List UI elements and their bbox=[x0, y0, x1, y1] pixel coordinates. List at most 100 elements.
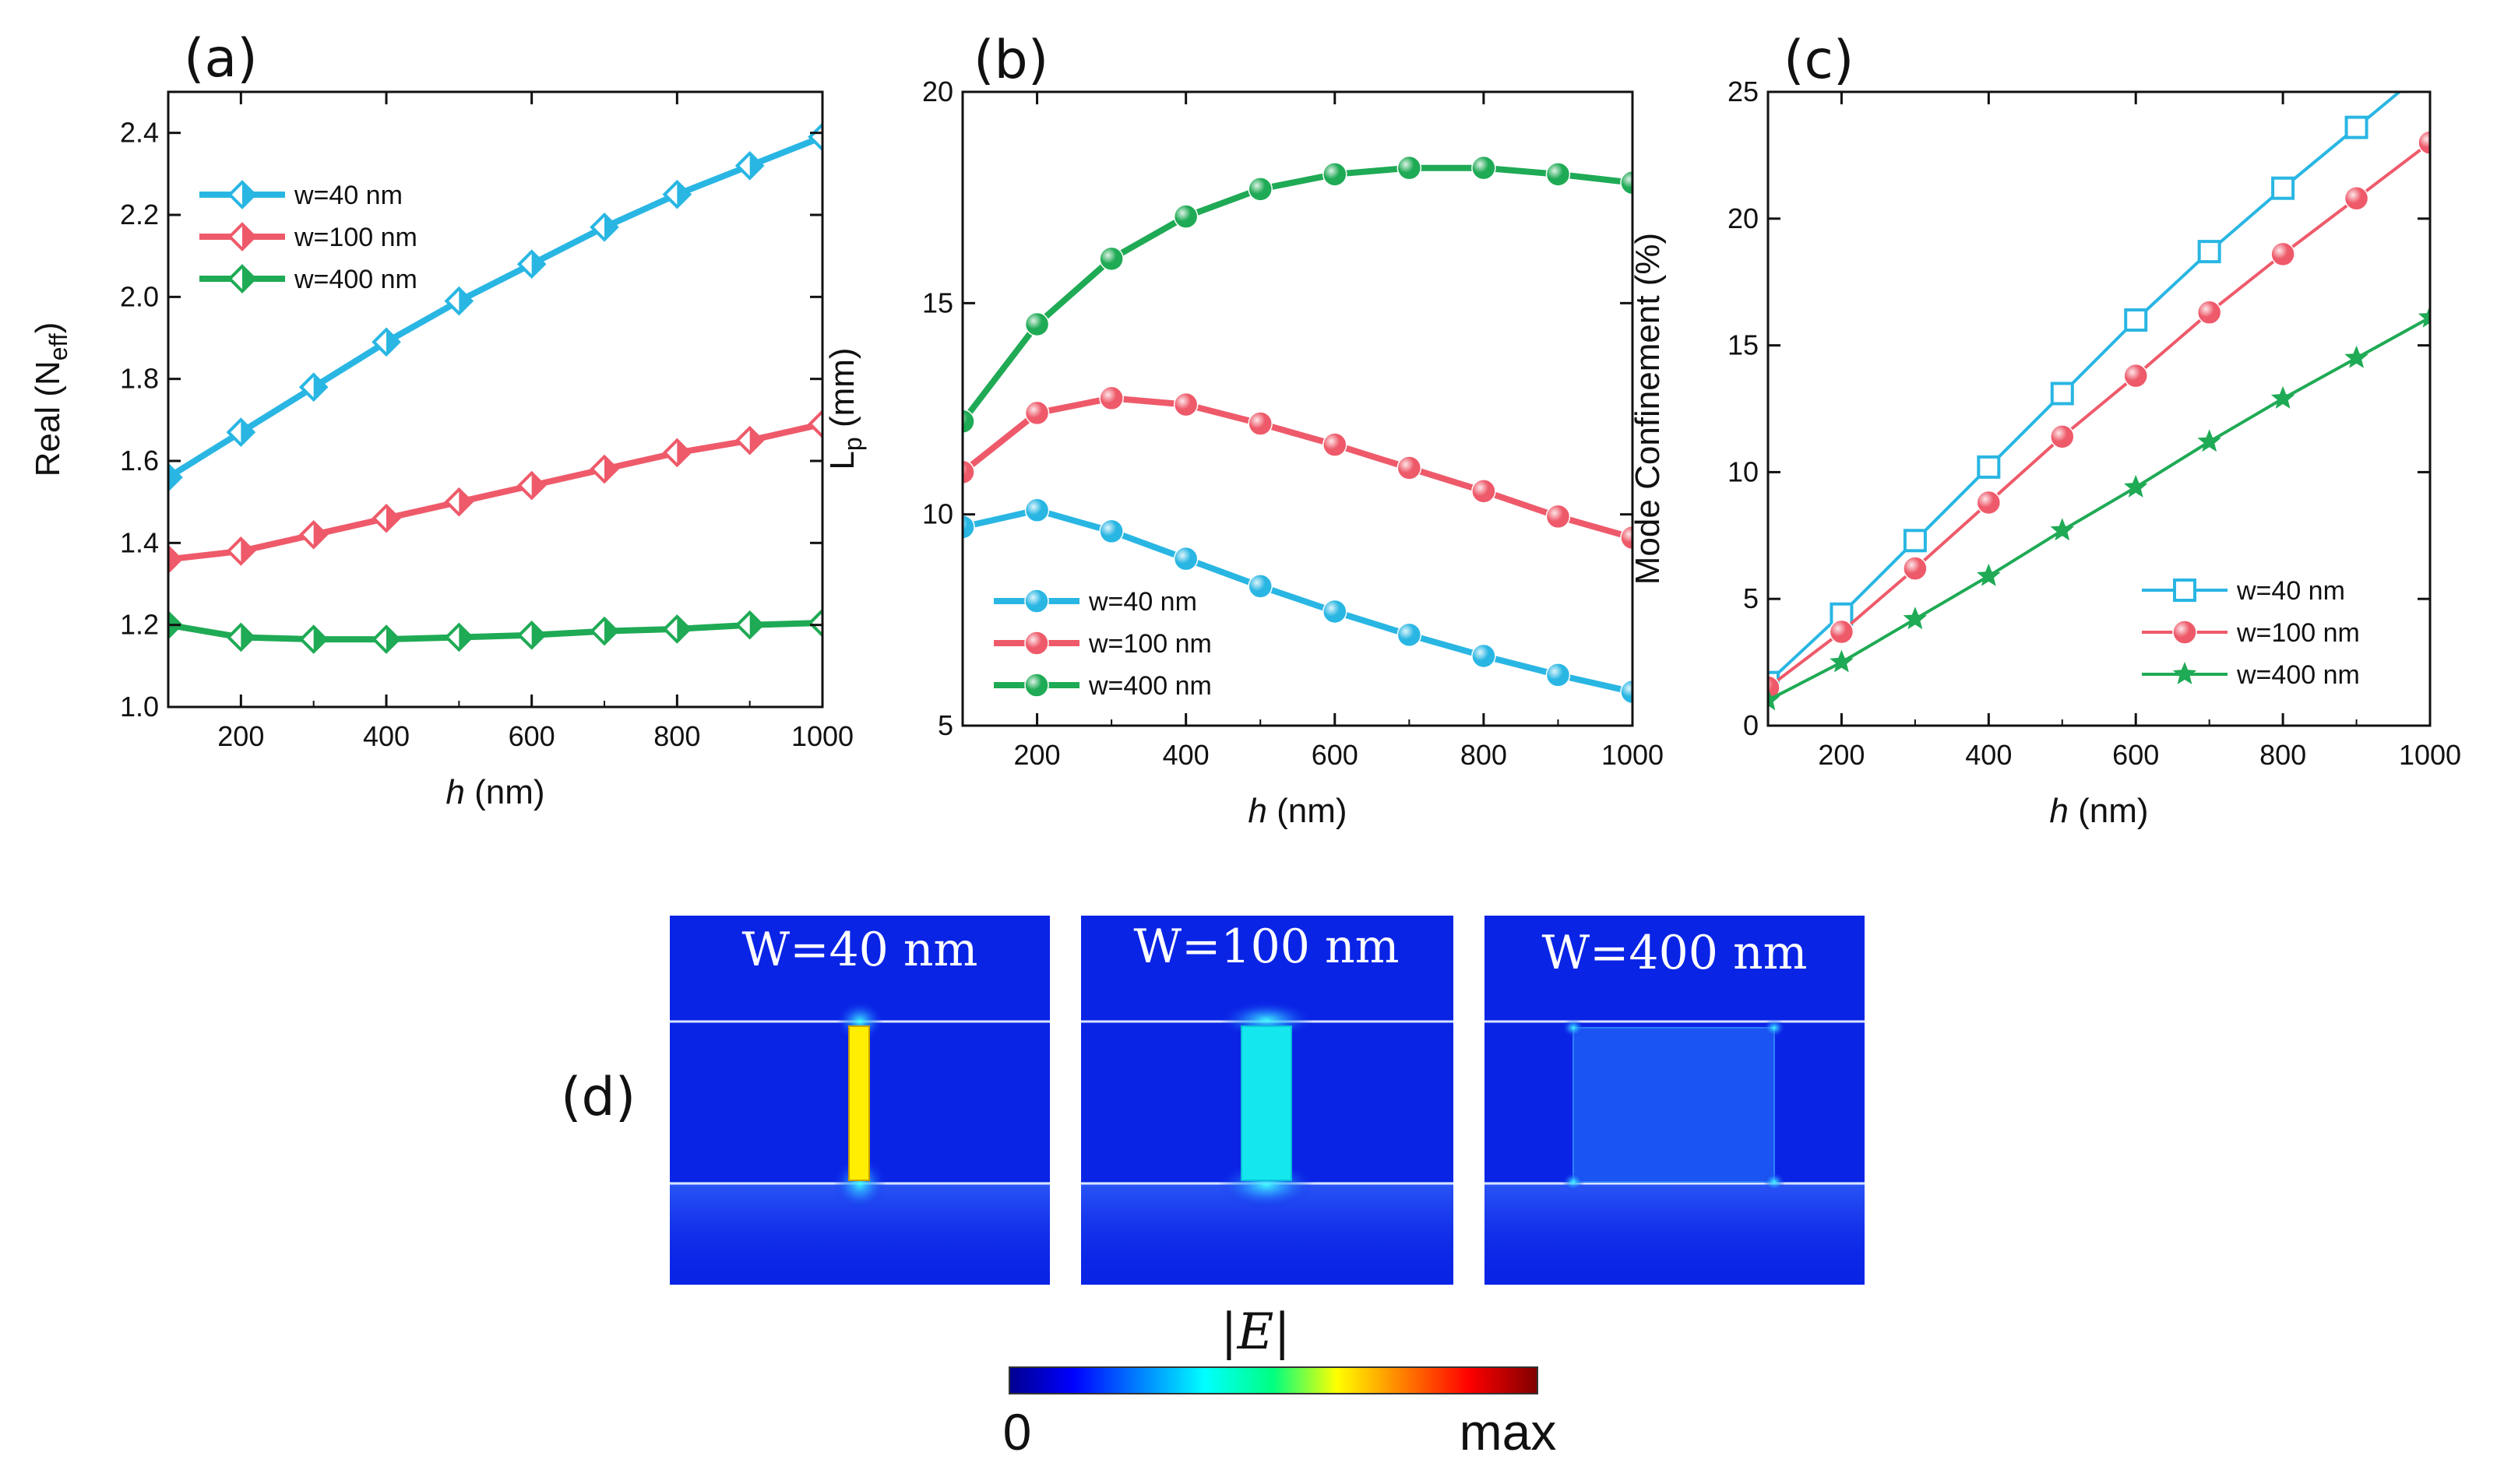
colorbar-title: |E| bbox=[1220, 1303, 1291, 1361]
y-tick-label: 1.2 bbox=[120, 609, 159, 641]
legend-marker-shine bbox=[1025, 631, 1048, 655]
legend-marker bbox=[2173, 578, 2196, 602]
x-axis-label: h (nm) bbox=[1248, 792, 1347, 830]
x-tick-label: 200 bbox=[1014, 739, 1061, 771]
x-axis-label: h (nm) bbox=[2049, 792, 2148, 830]
x-tick-label: 800 bbox=[1460, 739, 1507, 771]
series-line bbox=[1768, 141, 2430, 689]
panel-label: (a) bbox=[184, 28, 258, 90]
plot-frame bbox=[1766, 90, 2432, 727]
data-point-half bbox=[604, 214, 617, 240]
data-point-shine bbox=[2197, 301, 2221, 325]
data-point-half bbox=[822, 610, 835, 635]
y-axis-label: Real (Neff) bbox=[29, 322, 72, 477]
x-tick-label: 200 bbox=[217, 720, 264, 752]
waveguide-core bbox=[1573, 1027, 1775, 1183]
y-tick-label: 1.8 bbox=[120, 363, 159, 395]
data-point-shine bbox=[2418, 131, 2430, 155]
series-2 bbox=[168, 409, 822, 575]
x-tick-label: 600 bbox=[1312, 739, 1358, 771]
x-tick-label: 1000 bbox=[2399, 739, 2461, 771]
y-axis-label-close: (mm) bbox=[823, 347, 861, 437]
colorbar-max-label: max bbox=[1460, 1403, 1557, 1461]
series-line bbox=[963, 395, 1632, 541]
y-tick-label: 1.4 bbox=[120, 526, 159, 558]
x-tick-label: 400 bbox=[1163, 739, 1210, 771]
data-point-half bbox=[386, 329, 399, 355]
legend-label: w=100 nm bbox=[2236, 618, 2360, 648]
data-point-shine bbox=[1621, 171, 1632, 195]
data-point-shine bbox=[1174, 205, 1198, 229]
legend-marker-half bbox=[242, 224, 255, 249]
data-point-shine bbox=[1248, 574, 1273, 598]
y-axis-label-main: Real (N bbox=[29, 360, 67, 476]
data-point-shine bbox=[1621, 526, 1632, 550]
data-point bbox=[2197, 429, 2221, 452]
y-tick-label: 20 bbox=[1727, 202, 1759, 234]
data-point-half bbox=[749, 153, 762, 178]
data-point-shine bbox=[1100, 247, 1124, 271]
x-tick-label: 800 bbox=[653, 720, 700, 752]
series-3 bbox=[963, 155, 1632, 434]
data-point-shine bbox=[2271, 242, 2295, 266]
legend-marker-half bbox=[242, 266, 255, 291]
series-2 bbox=[1768, 130, 2430, 700]
field-map-w400: W=400 nm bbox=[1484, 916, 1865, 1285]
legend-label: w=100 nm bbox=[1088, 629, 1212, 659]
series-line bbox=[1768, 316, 2430, 702]
data-point-shine bbox=[1397, 156, 1421, 180]
data-point-half bbox=[168, 465, 181, 491]
y-tick-label: 10 bbox=[1727, 455, 1759, 487]
y-tick-label: 5 bbox=[1743, 582, 1759, 614]
colorbar-gradient bbox=[1009, 1366, 1538, 1394]
field-map-label: W=100 nm bbox=[1133, 920, 1399, 974]
legend-label: w=400 nm bbox=[1088, 671, 1212, 701]
plot-frame bbox=[961, 90, 1634, 727]
x-tick-label: 1000 bbox=[1601, 739, 1664, 771]
y-axis-label: Mode Confinement (%) bbox=[1629, 233, 1667, 585]
data-point bbox=[1768, 687, 1780, 711]
data-point-half bbox=[459, 288, 472, 314]
y-tick-label: 1.0 bbox=[120, 691, 159, 723]
data-point-shine bbox=[963, 460, 974, 484]
series-3 bbox=[1768, 304, 2430, 711]
data-point-half bbox=[749, 427, 762, 453]
data-point-shine bbox=[1322, 433, 1347, 457]
hotspot bbox=[1763, 1018, 1785, 1037]
data-point bbox=[2344, 115, 2368, 139]
data-point-half bbox=[822, 125, 835, 149]
data-point bbox=[808, 608, 822, 638]
chart-c: (c) 200 400 600 800 1000 0 5 10 15 20 25 h (nm) Mode … bbox=[1629, 30, 2461, 830]
series-line bbox=[168, 134, 822, 480]
x-axis-label-var: h bbox=[1248, 792, 1266, 830]
data-point bbox=[2197, 240, 2221, 264]
y-axis-label-sub: eff bbox=[44, 333, 72, 360]
data-point bbox=[1903, 607, 1928, 630]
data-point-shine bbox=[1100, 386, 1124, 410]
panel-label-d: (d) bbox=[561, 1067, 636, 1128]
series-1 bbox=[1768, 92, 2402, 695]
field-map-w40: W=40 nm bbox=[670, 916, 1050, 1285]
plot-frame bbox=[167, 90, 824, 709]
data-point-half bbox=[749, 612, 762, 638]
x-tick-label: 600 bbox=[2112, 739, 2159, 771]
y-axis-label-main: L bbox=[823, 451, 861, 469]
y-tick-label: 2.2 bbox=[120, 199, 159, 230]
hotspot bbox=[833, 1157, 886, 1210]
series-line bbox=[168, 420, 822, 563]
x-axis-label-unit: (nm) bbox=[2069, 792, 2149, 830]
data-point-half bbox=[386, 627, 399, 652]
x-tick-label: 800 bbox=[2259, 739, 2306, 771]
field-map-label: W=400 nm bbox=[1541, 926, 1807, 980]
data-point-shine bbox=[1830, 620, 1854, 644]
x-tick-label: 400 bbox=[1965, 739, 2012, 771]
legend-marker-shine bbox=[1025, 589, 1048, 613]
data-point-half bbox=[531, 622, 544, 648]
x-axis-label-unit: (nm) bbox=[465, 773, 545, 811]
legend-label: w=40 nm bbox=[2236, 576, 2345, 606]
data-point bbox=[2124, 308, 2148, 332]
data-point-shine bbox=[1471, 644, 1495, 668]
legend-marker-shine bbox=[2173, 621, 2196, 644]
data-point-half bbox=[459, 489, 472, 515]
data-point-shine bbox=[1621, 680, 1632, 704]
